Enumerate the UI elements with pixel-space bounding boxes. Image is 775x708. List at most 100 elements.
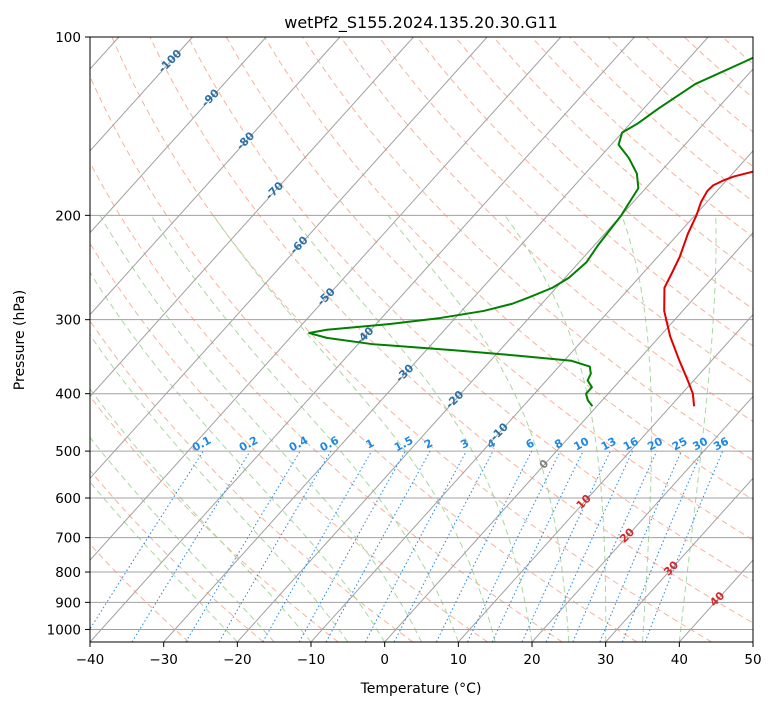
dewpoint-profile-line [308,56,753,407]
x-tick-label: 20 [523,652,540,668]
mixing-ratio-line [621,450,703,642]
isotherm-line [531,395,753,642]
dry-adiabat-line [493,37,753,274]
x-tick-label: 50 [744,652,761,668]
moist-adiabat-line [90,334,349,642]
dry-adiabat-line [607,37,753,168]
sounding-profiles [308,56,753,407]
dry-adiabats [90,37,753,642]
mixing-ratio-label: 20 [645,435,665,454]
mixing-ratio-line [491,450,584,642]
isotherm-line [90,37,562,561]
isotherm-line [163,37,709,642]
mixing-ratio-label: 13 [599,435,619,454]
dry-adiabat-line [531,37,753,238]
mixing-ratio-line [325,450,431,642]
y-tick-label: 500 [55,444,81,460]
moist-adiabat-line [99,215,422,642]
moist-adiabat-line [90,436,275,642]
moist-adiabats [90,215,717,642]
mixing-ratio-line [467,450,561,642]
isotherm-line [384,231,753,642]
dry-adiabat-line [683,37,753,99]
moist-adiabat-line [290,215,533,642]
mixing-ratio-line [298,450,406,642]
x-axis-ticks: −40 −30 −20 −10 0 10 20 30 40 50 [76,642,762,668]
mixing-ratio-label: 1 [364,436,377,451]
temperature-profile-line [663,170,753,407]
isotherm-line [310,150,753,642]
isotherm-line [90,37,488,480]
dry-adiabat-line [90,543,190,642]
isotherm-line [752,641,753,642]
dry-adiabat-line [225,37,753,541]
isotherms [90,37,753,642]
mixing-ratio-label: 16 [621,435,641,454]
moist-adiabat-line [621,215,653,642]
mixing-ratio-label: 25 [670,435,690,454]
dry-adiabat-line [378,37,753,385]
mixing-ratio-label: 2 [422,436,435,451]
y-tick-label: 300 [55,313,81,329]
mixing-ratio-label: 30 [690,435,710,454]
moist-adiabat-line [678,215,717,642]
x-tick-label: 30 [597,652,614,668]
mixing-ratio-line [599,450,682,642]
isotherm-line [90,37,267,234]
plot-area: -100-90-80-70-60-50-40-30-20-10010203040… [90,37,753,642]
mixing-ratio-line [262,450,373,642]
dry-adiabat-line [90,320,414,642]
isotherm-line [90,37,193,152]
mixing-ratio-label: 36 [711,435,731,454]
dry-adiabat-line [90,161,563,642]
y-axis-label: Pressure (hPa) [12,290,28,390]
dry-adiabat-line [111,37,712,642]
isotherm-line [90,37,635,642]
moist-adiabat-line [387,215,570,642]
mixing-ratio-line [90,450,204,630]
moist-adiabat-line [504,215,607,642]
x-tick-label: −10 [297,652,326,668]
mixing-ratio-line [644,450,724,642]
mixing-ratio-line [364,450,467,642]
x-tick-label: 0 [380,652,389,668]
y-tick-label: 200 [55,208,81,224]
y-tick-label: 100 [55,30,81,46]
x-axis-label: Temperature (°C) [360,681,482,697]
y-tick-label: 1000 [47,622,81,638]
y-tick-label: 600 [55,491,81,507]
pressure-gridlines [90,37,753,630]
y-tick-label: 700 [55,531,81,547]
moist-adiabat-line [150,215,459,642]
isotherm-line [90,37,414,398]
moist-adiabat-line [90,388,312,642]
x-tick-label: 10 [450,652,467,668]
dry-adiabat-line [90,242,488,642]
mixing-ratio-label: 3 [458,436,471,451]
dry-adiabat-line [454,37,753,310]
moist-adiabat-line [212,215,496,642]
dry-adiabat-line [149,37,753,624]
moist-adiabat-line [90,481,238,642]
dry-adiabat-line [645,37,753,133]
dry-adiabat-line [90,469,264,642]
dry-adiabat-line [90,395,339,642]
isotherm-line [605,477,753,642]
isotherm-line [457,313,753,642]
plot-frame [89,36,754,643]
mixing-ratio-label: 10 [572,435,592,454]
isotherm-line [678,559,753,642]
x-tick-label: −40 [76,652,105,668]
isotherm-line [90,37,341,316]
mixing-ratio-line [435,450,533,642]
mixing-ratio-lines [90,450,724,642]
moist-adiabat-line [90,271,386,642]
y-axis-ticks: 100 200 300 400 500 600 700 800 900 1000 [47,30,90,638]
dry-adiabat-line [416,37,753,347]
y-tick-label: 400 [55,387,81,403]
mixing-ratio-line [185,450,301,642]
mixing-ratio-line [545,450,633,642]
y-tick-label: 800 [55,565,81,581]
